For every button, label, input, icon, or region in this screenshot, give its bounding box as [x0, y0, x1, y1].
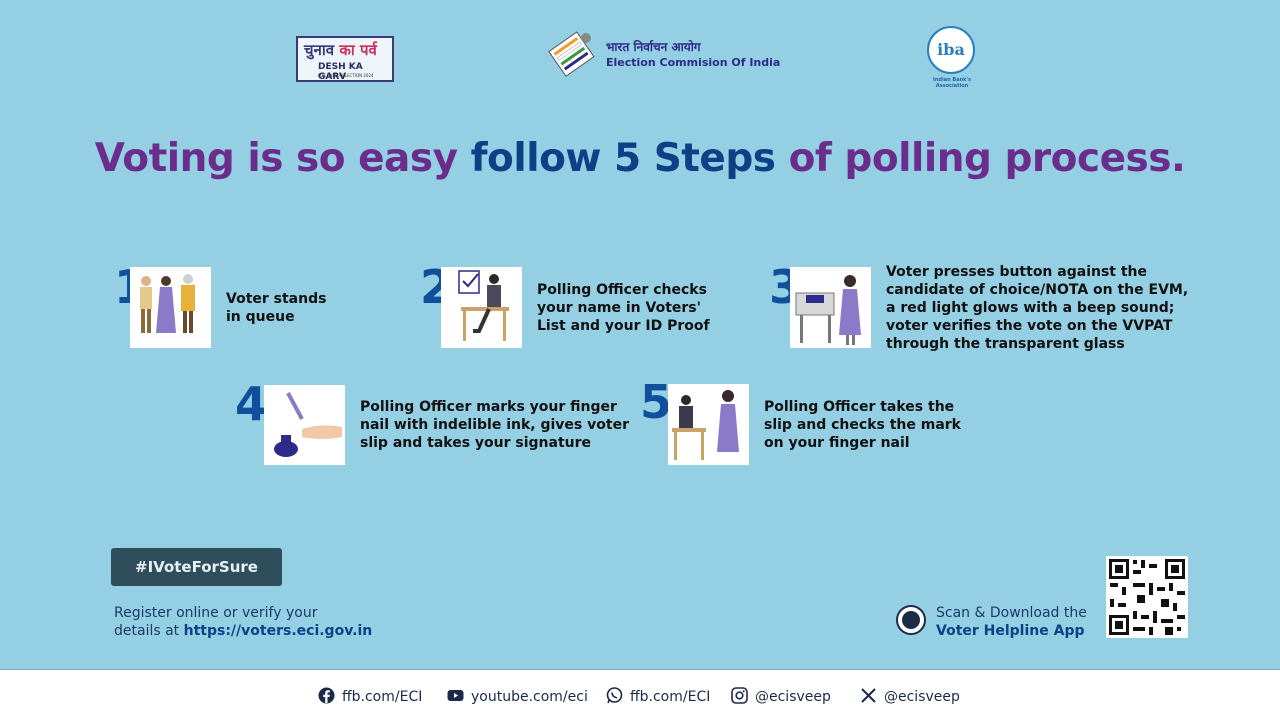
- title-part-1: Voting is so easy: [94, 136, 471, 181]
- iba-logo: iba Indian Bank's Association: [916, 26, 988, 89]
- step-3-line: candidate of choice/NOTA on the EVM,: [886, 282, 1189, 298]
- youtube-label: youtube.com/eci: [471, 689, 588, 705]
- voters-queue-icon: [140, 274, 195, 333]
- logo-hindi-text: चुनाव का पर्व: [304, 41, 377, 59]
- facebook-label: ffb.com/ECI: [342, 689, 423, 705]
- app-download-info: Scan & Download the Voter Helpline App: [936, 604, 1087, 640]
- step-3-line: Voter presses button against the: [886, 264, 1148, 280]
- register-line-2: details at https://voters.eci.gov.in: [114, 622, 372, 640]
- x-link[interactable]: @ecisveep: [860, 687, 960, 705]
- step-2-line: Polling Officer checks: [537, 282, 707, 298]
- iba-emblem-text: iba: [937, 40, 965, 59]
- officer-checking-finger-icon: [672, 390, 739, 460]
- x-label: @ecisveep: [884, 689, 960, 705]
- voters-portal-link[interactable]: https://voters.eci.gov.in: [183, 623, 373, 639]
- facebook-link[interactable]: ffb.com/ECI: [318, 687, 422, 705]
- iba-emblem: iba: [927, 26, 975, 74]
- youtube-link[interactable]: youtube.com/eci: [447, 687, 588, 705]
- instagram-icon: [731, 687, 748, 704]
- step-1-line: in queue: [226, 309, 295, 325]
- officer-checking-list-icon: [458, 270, 509, 341]
- app-line-1: Scan & Download the: [936, 605, 1087, 621]
- step-5-line: on your finger nail: [764, 435, 910, 451]
- step-5-number: 5: [640, 375, 673, 429]
- whatsapp-link[interactable]: ffb.com/ECI: [606, 687, 710, 705]
- step-2-text: Polling Officer checks your name in Vote…: [537, 281, 710, 335]
- step-5-line: slip and checks the mark: [764, 417, 961, 433]
- social-footer: ffb.com/ECI youtube.com/eci ffb.com/ECI …: [0, 669, 1280, 720]
- step-1-line: Voter stands: [226, 291, 327, 307]
- step-5-illustration: [668, 384, 749, 465]
- voter-at-evm-icon: [795, 275, 861, 345]
- step-4-illustration: [264, 385, 345, 465]
- title-part-2: follow 5 Steps: [470, 136, 789, 181]
- whatsapp-label: ffb.com/ECI: [630, 689, 711, 705]
- eci-hindi-name: भारत निर्वाचन आयोग: [606, 40, 701, 54]
- step-4-line: slip and takes your signature: [360, 435, 592, 451]
- voter-helpline-app-icon: [896, 605, 926, 635]
- app-name: Voter Helpline App: [936, 623, 1085, 639]
- qr-code-icon: [1109, 559, 1185, 635]
- eci-english-name: Election Commision Of India: [606, 56, 781, 69]
- logo-english-text: DESH KA GARV: [318, 62, 363, 82]
- step-3-line: through the transparent glass: [886, 336, 1125, 352]
- step-2-line: List and your ID Proof: [537, 318, 710, 334]
- youtube-icon: [447, 690, 464, 701]
- step-4-line: Polling Officer marks your finger: [360, 399, 617, 415]
- whatsapp-icon: [606, 687, 623, 704]
- eci-emblem-icon: [548, 31, 595, 77]
- step-5-line: Polling Officer takes the: [764, 399, 955, 415]
- step-4-line: nail with indelible ink, gives voter: [360, 417, 629, 433]
- eci-logo: भारत निर्वाचन आयोग Election Commision Of…: [546, 28, 786, 80]
- step-1-text: Voter stands in queue: [226, 290, 326, 326]
- step-3-illustration: [790, 267, 871, 348]
- register-prefix: details at: [114, 623, 184, 639]
- register-line-1: Register online or verify your: [114, 605, 318, 621]
- x-icon: [861, 688, 876, 703]
- register-info: Register online or verify your details a…: [114, 604, 372, 640]
- qr-code: [1106, 556, 1188, 638]
- step-3-text: Voter presses button against the candida…: [886, 263, 1188, 353]
- step-4-text: Polling Officer marks your finger nail w…: [360, 398, 629, 452]
- chunav-ka-parv-logo: चुनाव का पर्व DESH KA GARV LOK SABHA ELE…: [296, 36, 394, 82]
- hashtag-badge: #IVoteForSure: [111, 548, 282, 586]
- page-title: Voting is so easy follow 5 Steps of poll…: [0, 136, 1280, 181]
- title-part-3: of polling process.: [788, 136, 1186, 181]
- step-2-line: your name in Voters': [537, 300, 701, 316]
- facebook-icon: [318, 687, 335, 704]
- instagram-link[interactable]: @ecisveep: [731, 687, 831, 705]
- step-5-text: Polling Officer takes the slip and check…: [764, 398, 961, 452]
- step-3-line: voter verifies the vote on the VVPAT: [886, 318, 1173, 334]
- instagram-label: @ecisveep: [755, 689, 831, 705]
- step-3-line: a red light glows with a beep sound;: [886, 300, 1175, 316]
- indelible-ink-icon: [274, 392, 342, 457]
- step-4-number: 4: [235, 377, 268, 431]
- step-2-illustration: [441, 267, 522, 348]
- logo-subtext: LOK SABHA ELECTION 2024: [318, 73, 374, 78]
- iba-caption: Indian Bank's Association: [933, 77, 971, 89]
- step-1-illustration: [130, 267, 211, 348]
